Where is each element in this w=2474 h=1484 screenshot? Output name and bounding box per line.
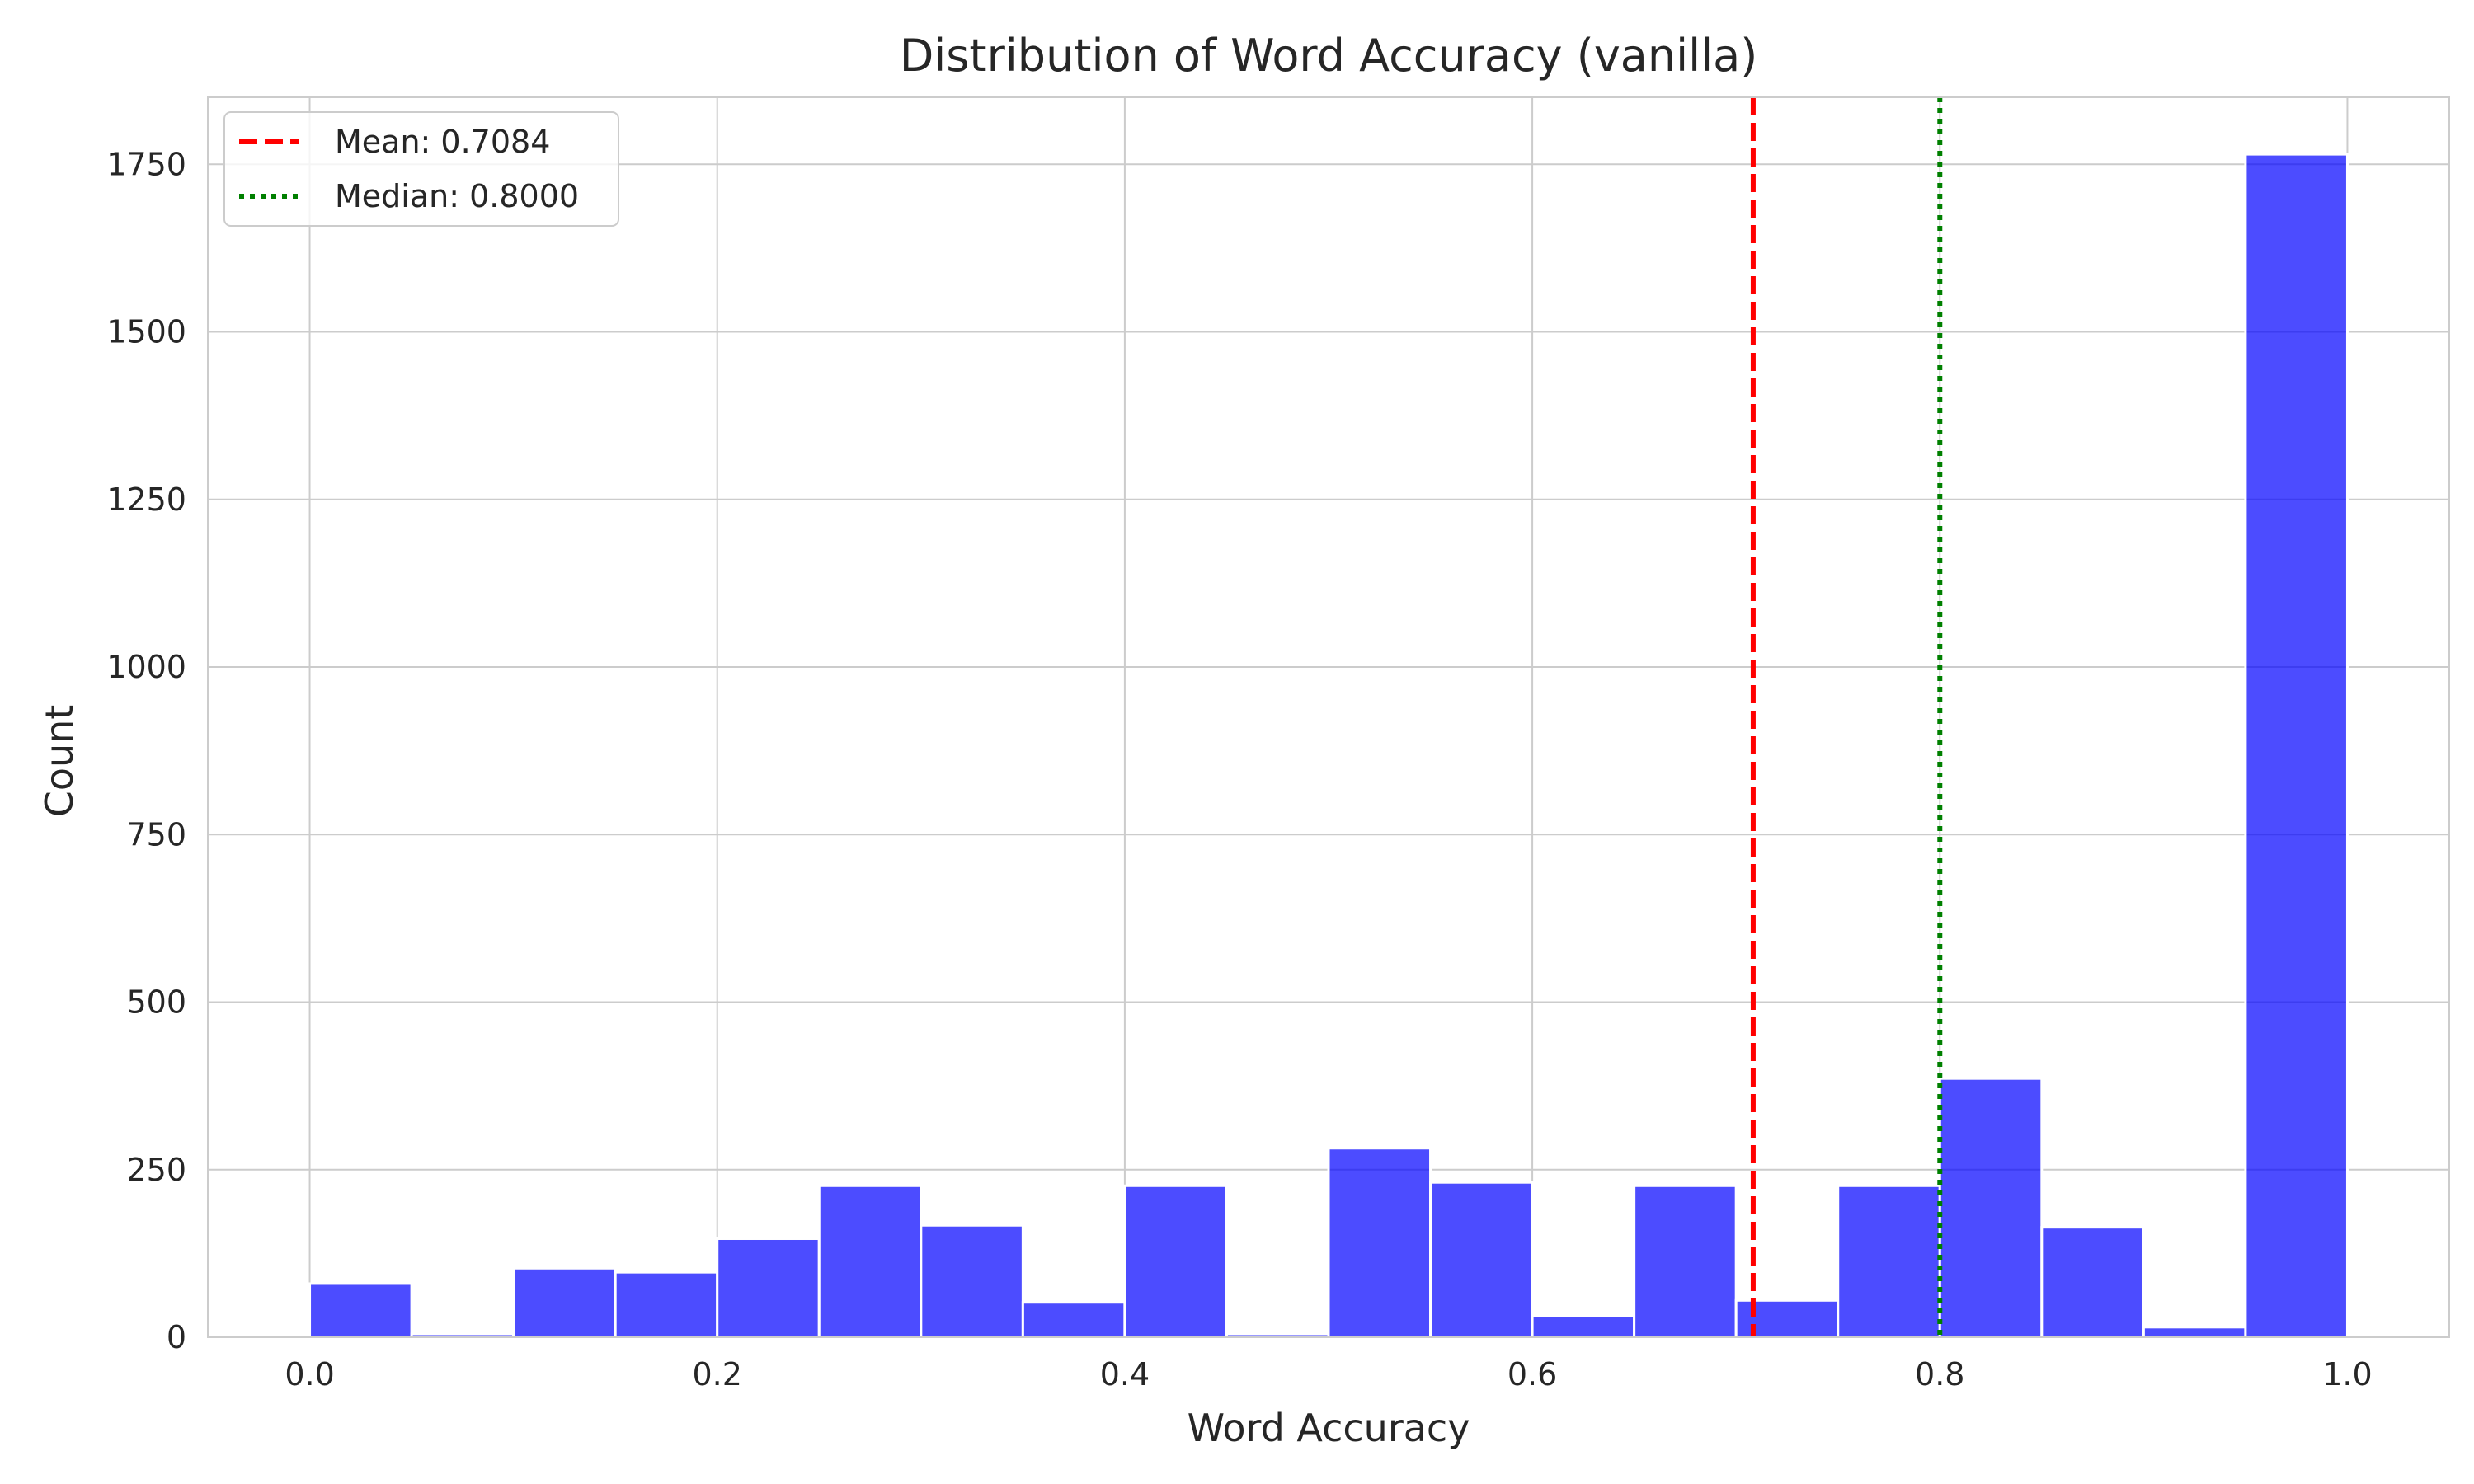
y-tick-label: 1750 <box>106 146 186 182</box>
y-axis-label: Count <box>37 705 82 818</box>
histogram-bar <box>308 1282 413 1339</box>
x-axis-ticks: 0.0 0.2 0.4 0.6 0.8 1.0 <box>285 1356 2372 1392</box>
histogram-bar <box>1327 1147 1432 1339</box>
histogram-bar <box>512 1266 617 1339</box>
histogram-bar <box>2142 1326 2247 1339</box>
histogram-bar <box>920 1223 1024 1339</box>
plot-frame <box>207 96 2450 1338</box>
y-tick-label: 0 <box>167 1319 186 1355</box>
histogram-bar <box>817 1184 923 1339</box>
grid-lines <box>208 97 2449 1338</box>
x-tick-label: 0.8 <box>1915 1356 1964 1392</box>
reference-lines <box>1750 97 1943 1337</box>
histogram-bar <box>1429 1181 1534 1339</box>
legend-label: Mean: 0.7084 <box>335 124 550 160</box>
legend-box <box>223 111 619 227</box>
histogram-bar <box>2040 1226 2145 1339</box>
y-tick-label: 500 <box>126 984 186 1021</box>
x-tick-label: 0.2 <box>693 1356 742 1392</box>
x-tick-label: 0.6 <box>1507 1356 1557 1392</box>
histogram-bar <box>614 1270 719 1339</box>
legend-label: Median: 0.8000 <box>335 178 579 214</box>
x-axis-label: Word Accuracy <box>1188 1406 1470 1450</box>
y-tick-label: 1000 <box>106 649 186 685</box>
plot-background <box>208 97 2449 1337</box>
y-tick-label: 1500 <box>106 314 186 350</box>
y-axis-ticks: 0 250 500 750 1000 1250 1500 1750 <box>106 146 186 1355</box>
y-tick-label: 250 <box>126 1152 186 1188</box>
histogram-bar <box>1837 1184 1941 1339</box>
histogram-bar <box>1531 1314 1636 1339</box>
histogram-bars <box>308 153 2349 1339</box>
histogram-bar <box>1633 1184 1738 1339</box>
legend: Mean: 0.7084 Median: 0.8000 <box>223 111 619 227</box>
histogram-bar <box>1938 1077 2044 1339</box>
x-tick-label: 0.0 <box>285 1356 334 1392</box>
histogram-bar <box>716 1237 821 1339</box>
chart-title: Distribution of Word Accuracy (vanilla) <box>900 30 1758 82</box>
x-tick-label: 0.4 <box>1100 1356 1150 1392</box>
x-tick-label: 1.0 <box>2322 1356 2372 1392</box>
histogram-bar <box>2244 153 2349 1339</box>
y-tick-label: 1250 <box>106 481 186 518</box>
histogram-bar <box>1021 1301 1126 1339</box>
y-tick-label: 750 <box>126 816 186 852</box>
histogram-bar <box>1123 1184 1228 1339</box>
